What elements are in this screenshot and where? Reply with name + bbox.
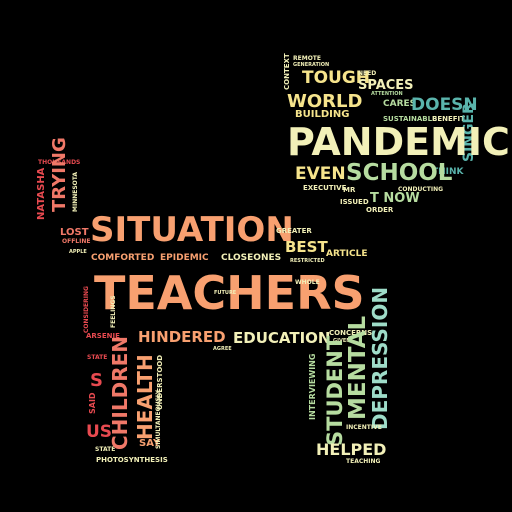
word-mr: MR (343, 186, 356, 194)
word-us: US (86, 422, 113, 442)
word-sustainable: SUSTAINABLE (383, 115, 437, 123)
word-feelings: FEELINGS (110, 295, 117, 328)
word-situation: SITUATION (90, 210, 294, 250)
word-trying: TRYING (49, 137, 70, 212)
word-interviewing: INTERVIEWING (308, 353, 317, 420)
word-understood: UNDERSTOOD (156, 354, 164, 410)
word-whole: WHOLE (295, 279, 320, 286)
word-world: WORLD (287, 91, 363, 112)
word-concerns: CONCERNS (329, 329, 373, 337)
word-conducting: CONDUCTING (398, 186, 444, 193)
word-incentive: INCENTIVE (346, 424, 382, 431)
word-education: EDUCATION (233, 329, 331, 347)
word-benefit: BENEFIT (432, 115, 465, 123)
word-photosynthesis: PHOTOSYNTHESIS (96, 456, 168, 464)
word-thousands: THOUSANDS (38, 159, 81, 166)
word-teaching: TEACHING (346, 458, 381, 465)
word-children: CHILDREN (108, 335, 132, 450)
word-given: GIVEN (333, 338, 351, 344)
word-natasha: NATASHA (36, 167, 47, 220)
word-mental: MENTAL (345, 315, 371, 420)
word-order: ORDER (366, 206, 394, 214)
word-restricted: RESTRICTED (290, 258, 325, 264)
word-depression: DEPRESSION (368, 286, 392, 430)
word-student: STUDENT (323, 335, 347, 446)
word-closeones: CLOSEONES (221, 253, 282, 263)
word-doesn: DOESN (411, 95, 478, 115)
word-building: BUILDING (295, 109, 350, 120)
word-minnesota: MINNESOTA (72, 171, 79, 212)
word-state: STATE (87, 354, 108, 361)
word-issued: ISSUED (340, 198, 369, 206)
word-apple: APPLE (69, 249, 87, 255)
word-context: CONTEXT (283, 53, 291, 90)
word-helped: HELPED (316, 440, 387, 459)
word-pandemic: PANDEMIC (287, 120, 510, 164)
word-attention: ATTENTION (371, 91, 403, 97)
word-hindered: HINDERED (138, 328, 226, 346)
word-executive: EXECUTIVE (303, 184, 347, 192)
word-health: HEALTH (133, 354, 157, 440)
word-tough: TOUGH (302, 68, 371, 88)
word-teachers: TEACHERS (94, 266, 365, 320)
word-t-now: T NOW (370, 191, 420, 206)
word-epidemic: EPIDEMIC (160, 253, 209, 263)
word-lost: LOST (60, 227, 89, 238)
word-comforted: COMFORTED (91, 253, 155, 263)
word-generation: GENERATION (293, 62, 330, 68)
word-state2: STATE (95, 446, 116, 453)
word-remote: REMOTE (293, 55, 321, 62)
word-say: SAY (139, 438, 161, 449)
word-greater: GREATER (276, 227, 312, 235)
word-school: SCHOOL (346, 160, 453, 186)
word-s: S (90, 370, 103, 391)
word-arsenie: ARSENIE (86, 332, 120, 340)
word-spaces: SPACES (358, 78, 414, 93)
word-offline: OFFLINE (62, 238, 91, 245)
word-article: ARTICLE (326, 249, 368, 259)
word-think: THINK (432, 167, 464, 177)
word-said: SAID (88, 392, 97, 414)
word-agree: AGREE (213, 346, 232, 352)
word-need: NEED (358, 70, 377, 77)
word-even: EVEN (295, 164, 346, 184)
word-best: BEST (285, 238, 328, 256)
word-cares: CARES (383, 99, 417, 109)
word-future: FUTURE (214, 290, 237, 296)
word-considering: CONSIDERING (83, 286, 90, 333)
